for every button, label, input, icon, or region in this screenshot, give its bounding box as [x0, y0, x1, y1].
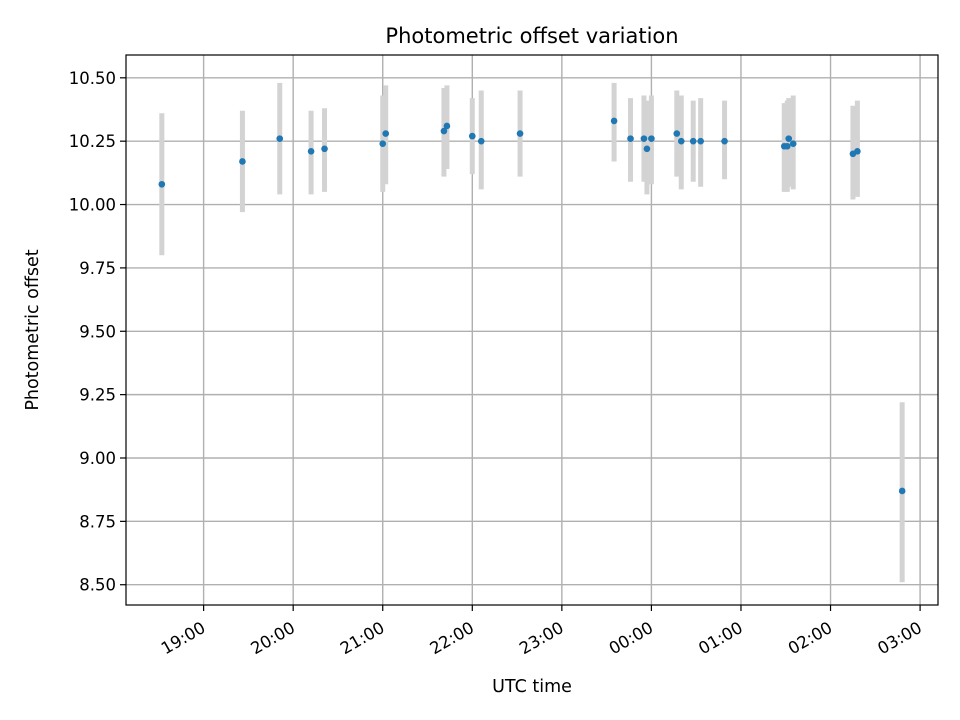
data-point [627, 135, 634, 142]
y-tick-label: 8.50 [79, 576, 116, 595]
y-axis-ticks: 8.50 8.75 9.00 9.25 9.50 9.75 10.00 10.25 10.50 [69, 69, 126, 595]
chart-title: Photometric offset variation [385, 24, 678, 48]
data-point [307, 148, 315, 155]
y-tick-label: 10.25 [69, 132, 116, 151]
data-point [785, 135, 793, 142]
data-point [158, 180, 166, 188]
x-axis-label: UTC time [492, 677, 572, 697]
data-point [677, 137, 685, 145]
y-axis-label: Photometric offset [23, 249, 43, 410]
data-point [379, 140, 387, 148]
data-point [477, 137, 485, 145]
data-point [640, 135, 648, 142]
data-point [239, 158, 246, 165]
plot-frame [125, 54, 939, 606]
data-point [440, 127, 448, 135]
data-point [468, 132, 476, 140]
y-tick-label: 9.75 [79, 259, 116, 278]
data-point [516, 130, 524, 137]
data-point [697, 137, 704, 145]
data-point [854, 148, 861, 155]
data-point [673, 130, 681, 137]
data-point [789, 140, 797, 148]
y-tick-label: 10.50 [69, 69, 116, 88]
data-points [158, 117, 906, 495]
data-point [276, 135, 284, 142]
data-point [689, 137, 697, 145]
data-point [443, 122, 451, 130]
data-point [643, 145, 651, 153]
data-point [898, 487, 906, 495]
y-tick-label: 9.00 [79, 449, 116, 468]
y-tick-label: 9.50 [79, 322, 116, 341]
y-tick-label: 8.75 [79, 512, 116, 531]
data-point [648, 135, 655, 142]
data-point [721, 137, 728, 145]
y-tick-label: 9.25 [79, 386, 116, 405]
data-point [321, 145, 328, 153]
data-point [610, 117, 618, 125]
data-point [783, 142, 791, 150]
y-tick-label: 10.00 [69, 196, 116, 215]
data-point [382, 130, 390, 137]
